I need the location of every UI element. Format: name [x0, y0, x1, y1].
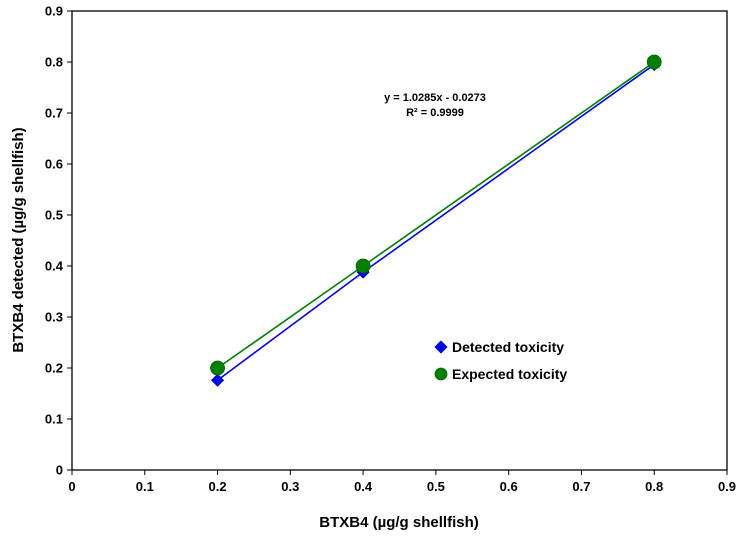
x-tick-label: 0.1	[136, 479, 154, 494]
x-axis-title: BTXB4 (µg/g shellfish)	[319, 514, 479, 531]
legend-marker-circle-icon	[434, 367, 448, 381]
x-tick-label: 0.5	[427, 479, 445, 494]
x-tick-label: 0.9	[718, 479, 736, 494]
legend-label-detected: Detected toxicity	[452, 339, 564, 355]
legend-item-expected: Expected toxicity	[434, 366, 567, 382]
data-point-expected	[646, 54, 662, 70]
x-tick-label: 0.3	[281, 479, 299, 494]
y-tick-label: 0.6	[45, 157, 63, 172]
x-tick-label: 0.7	[572, 479, 590, 494]
y-tick-label: 0.8	[45, 55, 63, 70]
y-tick-label: 0.4	[45, 259, 64, 274]
series-points	[210, 54, 662, 387]
data-point-expected	[355, 258, 371, 274]
legend-marker-diamond-icon	[434, 340, 448, 354]
x-tick-label: 0.8	[645, 479, 663, 494]
y-axis-title: BTXB4 detected (µg/g shellfish)	[10, 127, 27, 352]
y-tick-label: 0	[56, 463, 63, 478]
y-tick-label: 0.9	[45, 4, 63, 19]
x-tick-label: 0	[68, 479, 75, 494]
x-tick-label: 0.4	[354, 479, 373, 494]
legend-label-expected: Expected toxicity	[452, 366, 567, 382]
regression-r-squared: R² = 0.9999	[406, 107, 464, 119]
y-tick-label: 0.7	[45, 106, 63, 121]
regression-equation: y = 1.0285x - 0.0273	[384, 92, 486, 104]
y-tick-label: 0.2	[45, 361, 63, 376]
y-tick-label: 0.3	[45, 310, 63, 325]
data-point-detected	[210, 373, 225, 387]
y-tick-label: 0.1	[45, 412, 63, 427]
legend: Detected toxicity Expected toxicity	[434, 339, 567, 382]
x-tick-label: 0.6	[500, 479, 518, 494]
y-axis-ticks: 0 0.1 0.2 0.3 0.4 0.5 0.6 0.7 0.8 0.9	[45, 4, 72, 478]
legend-item-detected: Detected toxicity	[434, 339, 564, 355]
x-tick-label: 0.2	[209, 479, 227, 494]
y-tick-label: 0.5	[45, 208, 63, 223]
x-axis-ticks: 0 0.1 0.2 0.3 0.4 0.5 0.6 0.7 0.8 0.9	[68, 470, 736, 494]
data-point-expected	[210, 360, 225, 376]
